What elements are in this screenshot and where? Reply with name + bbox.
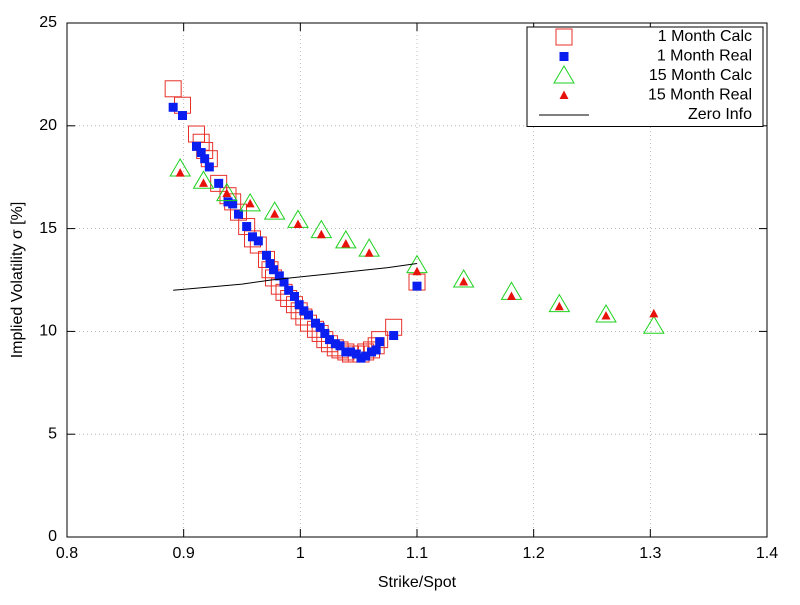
data-point [200,154,210,164]
data-point [204,162,214,172]
y-tick-label: 0 [48,528,57,545]
data-point [222,188,232,198]
data-point [269,265,278,275]
data-point [315,322,325,332]
data-point [175,168,185,177]
data-point [262,250,271,260]
data-point [294,300,304,310]
data-point [293,219,303,228]
data-point [199,178,208,187]
data-point [164,80,182,98]
x-tick-label: 1.3 [639,545,661,562]
legend-symbol [555,28,573,46]
data-point [248,232,257,242]
x-tick-label: 1.2 [523,545,545,562]
y-tick-label: 10 [39,323,57,340]
data-point [601,310,611,320]
y-axis-label: Implied Volatility σ [%] [9,202,26,359]
zero-info-line [173,263,418,291]
legend-label: 15 Month Calc [649,67,752,84]
data-point [351,349,361,359]
legend-label: 15 Month Real [648,87,752,104]
data-point [238,218,256,236]
data-point [412,281,422,291]
data-point [642,315,665,334]
data-point [245,198,255,208]
x-tick-label: 0.9 [173,545,195,562]
data-point [192,170,215,189]
data-point [325,335,334,345]
data-point [595,303,617,323]
data-point [239,192,262,212]
data-point [234,209,243,219]
x-tick-label: 1.4 [756,545,778,562]
legend-box [526,26,764,127]
data-point [452,269,475,288]
data-point [223,197,233,207]
data-point [279,277,289,287]
x-tick-label: 1.1 [406,545,428,562]
data-point [265,259,275,269]
data-point [320,328,330,338]
data-point [168,102,178,112]
data-point [196,148,206,158]
data-point [335,341,345,351]
data-point [367,347,376,357]
data-point [192,141,201,151]
y-tick-label: 25 [39,14,57,31]
data-point [299,306,309,316]
legend-label: 1 Month Calc [658,28,752,45]
data-point [215,182,238,202]
y-tick-label: 20 [39,117,57,134]
data-point [228,199,238,209]
data-point [330,339,340,349]
data-point [346,347,355,357]
data-point [371,345,381,355]
x-tick-label: 1 [296,545,305,562]
data-point [554,301,564,311]
data-point [284,285,294,295]
data-point [304,310,313,320]
x-axis-label: Strike/Spot [378,574,457,591]
data-point [356,353,366,363]
data-point [341,239,351,248]
data-point [242,222,252,232]
data-point [274,271,284,281]
x-tick-label: 0.8 [56,545,78,562]
data-point [412,266,422,276]
y-tick-label: 15 [39,220,57,237]
data-point [548,293,571,313]
data-point [270,209,280,218]
data-point [290,291,299,301]
y-tick-label: 5 [48,425,57,442]
data-point [263,201,286,220]
data-point [178,111,187,121]
data-point [459,277,469,286]
legend-label: 1 Month Real [657,48,752,65]
data-point [361,351,371,361]
plot-frame [66,22,768,538]
data-point [316,229,326,239]
legend-symbol [559,52,569,61]
data-point [507,291,516,300]
data-point [364,248,374,257]
data-point [649,308,659,318]
data-point [375,337,385,347]
data-point [389,331,399,341]
data-point [214,178,224,188]
data-point [334,229,357,249]
data-point [341,347,351,357]
legend-label: Zero Info [688,106,752,123]
legend-symbol [559,90,569,99]
legend-symbol [553,65,575,84]
data-point [253,236,263,246]
data-point [311,318,320,328]
